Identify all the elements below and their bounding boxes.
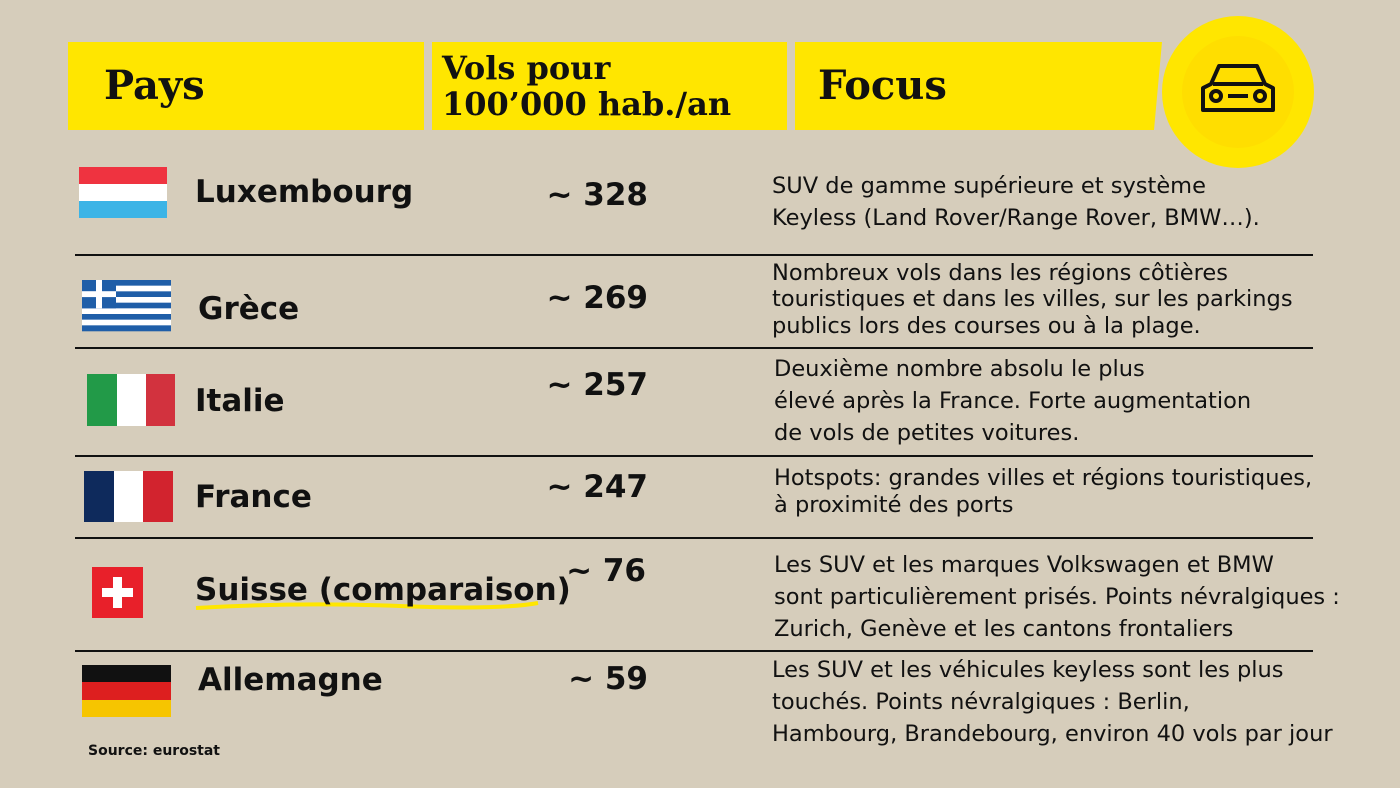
focus-line: SUV de gamme supérieure et système [772, 173, 1206, 199]
rate: ~ 59 [568, 661, 648, 697]
focus-line: élevé après la France. Forte augmentatio… [774, 388, 1252, 414]
focus-line: publics lors des courses ou à la plage. [772, 313, 1201, 339]
country: Luxembourg [195, 174, 414, 210]
flag [87, 374, 175, 426]
country: Grèce [198, 291, 300, 327]
flag [79, 167, 167, 218]
flag [84, 471, 173, 522]
country: Italie [195, 383, 285, 419]
rate: ~ 269 [546, 280, 648, 316]
car-icon [1201, 64, 1275, 112]
header-rate: Vols pour 100’000 hab./an [442, 50, 731, 122]
rate: ~ 328 [546, 177, 648, 213]
header-rate-line: 100’000 hab./an [442, 85, 732, 123]
header-country: Pays [104, 62, 205, 109]
row-separator [75, 254, 1313, 256]
header-bar [432, 42, 787, 130]
focus-line: touristiques et dans les villes, sur les… [772, 286, 1293, 312]
source: Source: eurostat [88, 743, 220, 759]
rate: ~ 257 [546, 367, 648, 403]
header-rate-line: Vols pour [442, 49, 611, 87]
row-separator [75, 537, 1313, 539]
highlight-underline [195, 601, 539, 610]
icon-circle-inner [1182, 36, 1294, 148]
flag [82, 665, 171, 717]
focus-line: touchés. Points névralgiques : Berlin, [772, 689, 1190, 715]
focus-line: Keyless (Land Rover/Range Rover, BMW…). [772, 205, 1260, 231]
country: Suisse (comparaison) [195, 572, 571, 608]
header-bar [68, 42, 424, 130]
row-separator [75, 455, 1313, 457]
focus-line: Deuxième nombre absolu le plus [774, 356, 1145, 382]
focus-line: à proximité des ports [774, 492, 1014, 518]
focus-line: Hotspots: grandes villes et régions tour… [774, 465, 1313, 491]
focus-line: Les SUV et les véhicules keyless sont le… [772, 657, 1284, 683]
row-separator [75, 650, 1313, 652]
focus-line: sont particulièrement prisés. Points név… [774, 584, 1340, 610]
row-separator [75, 347, 1313, 349]
header-focus: Focus [818, 62, 947, 109]
flag [92, 567, 143, 618]
focus-line: Hambourg, Brandebourg, environ 40 vols p… [772, 721, 1333, 747]
rate: ~ 76 [566, 553, 646, 589]
flag [82, 280, 171, 332]
country: France [195, 479, 312, 515]
header-bar [795, 42, 1162, 130]
focus-line: Zurich, Genève et les cantons frontalier… [774, 616, 1234, 642]
focus-line: Nombreux vols dans les régions côtières [772, 260, 1228, 286]
country: Allemagne [198, 662, 383, 698]
rate: ~ 247 [546, 469, 648, 505]
focus-line: Les SUV et les marques Volkswagen et BMW [774, 552, 1274, 578]
focus-line: de vols de petites voitures. [774, 420, 1080, 446]
